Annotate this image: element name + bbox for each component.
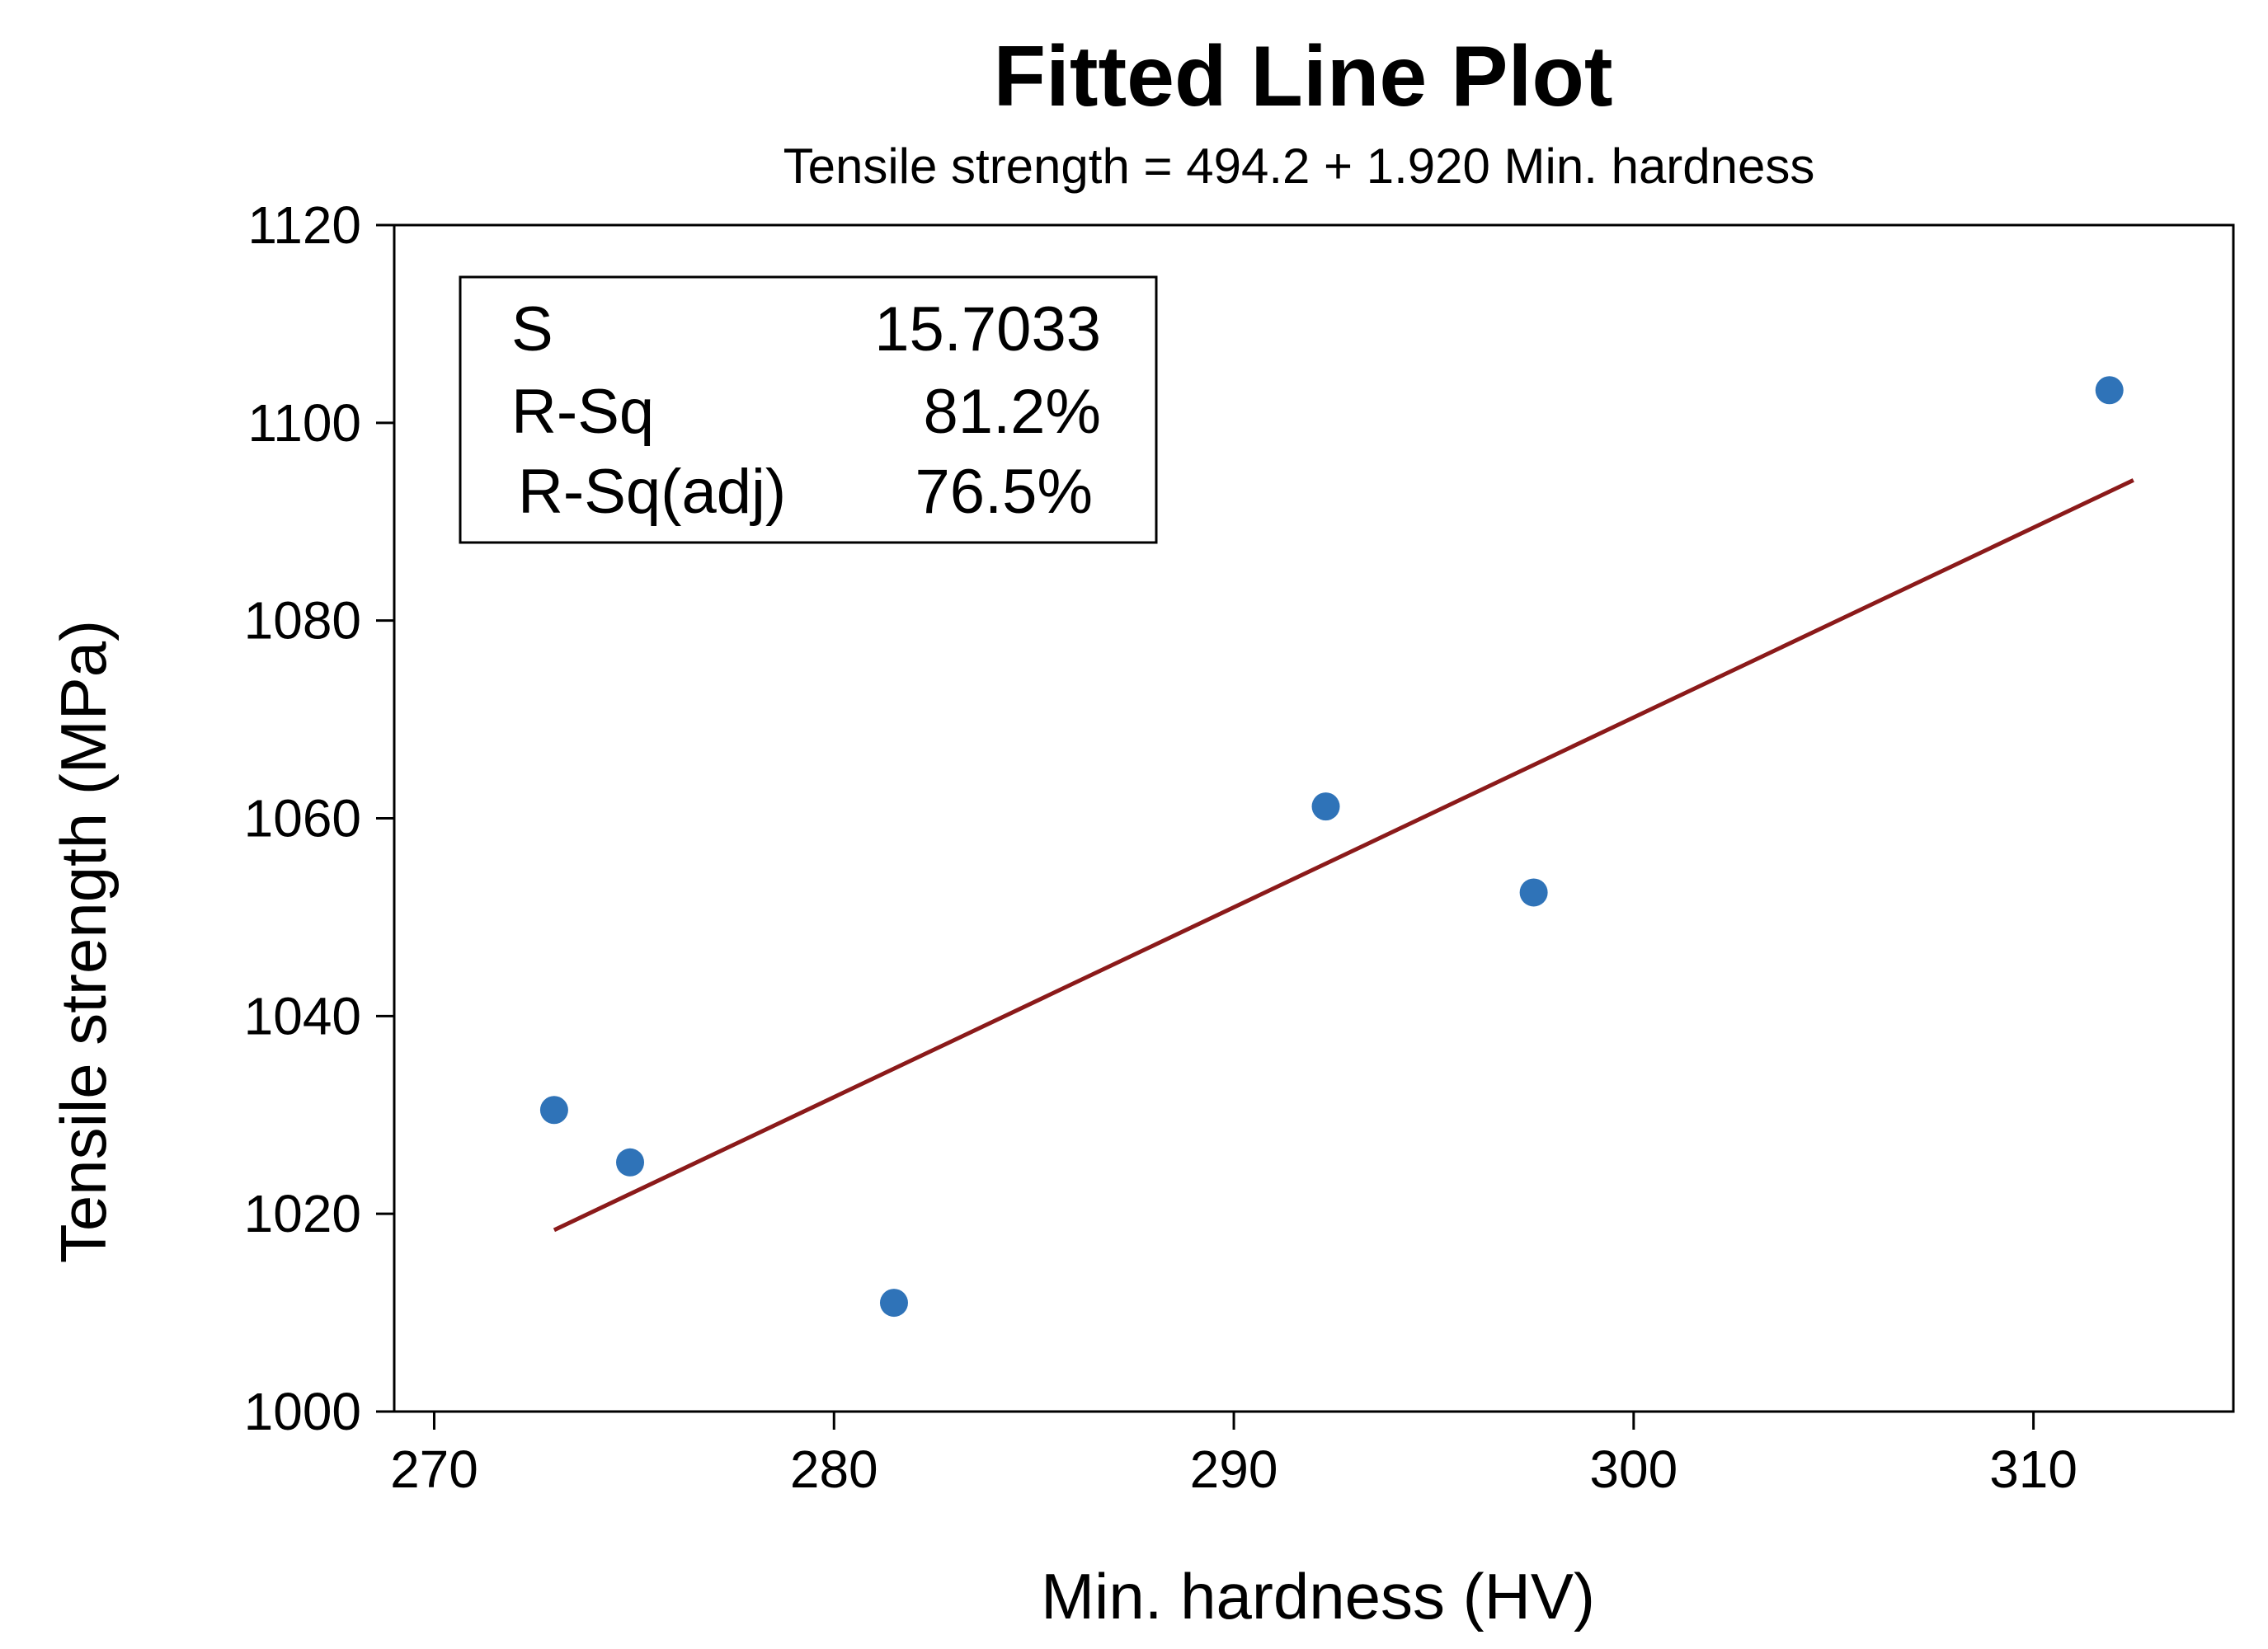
data-point: [1519, 878, 1548, 907]
fitted-line-layer: [553, 478, 2134, 1233]
y-tick-label: 1020: [244, 1184, 361, 1243]
stats-value-s: 15.7033: [874, 294, 1101, 364]
data-point: [2095, 376, 2124, 405]
stats-label-s: S: [511, 294, 553, 364]
x-tick-label: 280: [790, 1440, 878, 1499]
data-point: [1311, 792, 1340, 821]
stats-value-rsq-adj: 76.5%: [915, 457, 1094, 527]
x-tick-label: 300: [1589, 1440, 1677, 1499]
y-tick-label: 1120: [247, 195, 361, 255]
y-tick-label: 1000: [244, 1382, 361, 1441]
y-axis-title: Tensile strength (MPa): [47, 620, 120, 1263]
stats-box-border: [459, 275, 1158, 544]
stats-label-rsq: R-Sq: [511, 377, 654, 447]
x-tick-label: 310: [1989, 1440, 2077, 1499]
x-axis: 270 280 290 300 310: [390, 1412, 2077, 1499]
y-tick-label: 1100: [247, 393, 361, 453]
stats-box: S 15.7033 R-Sq 81.2% R-Sq(adj) 76.5%: [459, 275, 1158, 544]
chart-title: Fitted Line Plot: [993, 29, 1612, 124]
x-tick-label: 290: [1190, 1440, 1278, 1499]
chart-subtitle: Tensile strength = 494.2 + 1.920 Min. ha…: [783, 139, 1815, 194]
y-tick-label: 1080: [244, 591, 361, 651]
y-tick-label: 1060: [244, 789, 361, 848]
fitted-regression-line: [553, 478, 2134, 1233]
x-tick-label: 270: [390, 1440, 478, 1499]
data-point: [879, 1289, 908, 1318]
y-axis: 1000 1020 1040 1060 1080 1100 1120: [244, 195, 394, 1441]
y-tick-label: 1040: [244, 986, 361, 1045]
stats-label-rsq-adj: R-Sq(adj): [518, 457, 786, 527]
data-points-layer: [539, 376, 2124, 1318]
x-axis-title: Min. hardness (HV): [1041, 1560, 1595, 1633]
stats-value-rsq: 81.2%: [924, 377, 1102, 447]
data-point: [539, 1096, 568, 1125]
data-point: [616, 1148, 645, 1177]
